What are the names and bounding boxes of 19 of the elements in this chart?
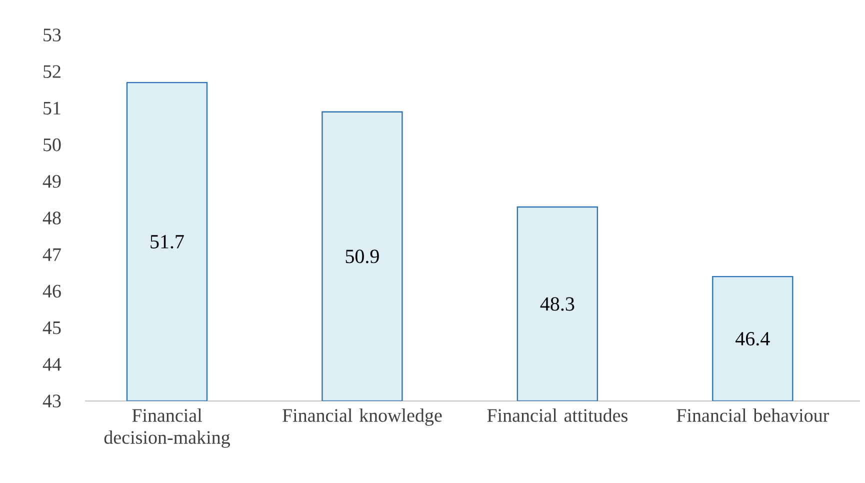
y-tick-label: 50 — [44, 138, 61, 152]
y-tick-label: 43 — [42, 394, 61, 408]
x-tick-label: Financial attitudes — [487, 408, 628, 422]
y-tick-label: 45 — [42, 321, 61, 334]
data-label: 51.7 — [150, 235, 184, 249]
y-tick-label: 47 — [42, 248, 61, 261]
data-label: 48.3 — [540, 297, 574, 311]
y-tick-label: 46 — [42, 284, 61, 298]
y-tick-label: 52 — [44, 65, 60, 78]
x-tick-label: Financial behaviour — [676, 408, 829, 422]
data-label: 46.4 — [736, 332, 770, 346]
y-tick-label: 53 — [44, 28, 61, 42]
y-tick-label: 48 — [42, 212, 61, 224]
y-tick-label: 51 — [44, 102, 60, 115]
data-label: 50.9 — [346, 250, 379, 264]
y-tick-label: 49 — [42, 175, 61, 188]
y-tick-label: 44 — [42, 358, 62, 371]
x-tick-label: Financial decision-making — [104, 408, 230, 448]
x-tick-label: Financial knowledge — [282, 408, 442, 426]
